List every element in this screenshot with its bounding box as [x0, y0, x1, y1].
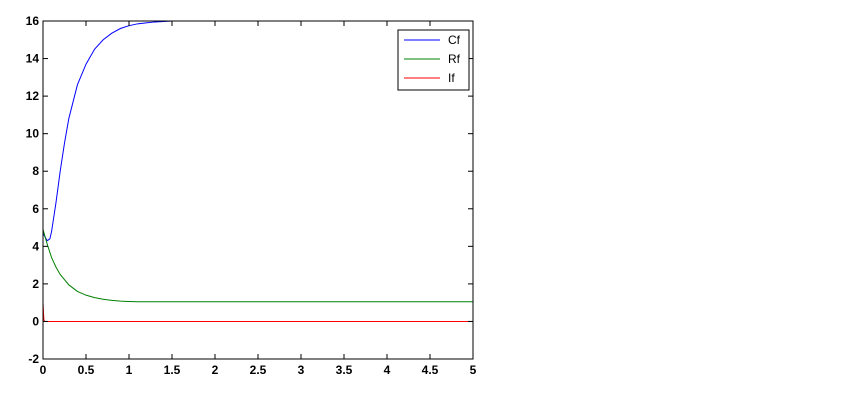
series-line-rf — [42, 229, 473, 303]
y-tick-label: 2 — [32, 277, 39, 291]
x-tick-label: 2 — [212, 363, 219, 377]
x-tick-label: 1.5 — [164, 363, 181, 377]
y-tick-label: 0 — [32, 314, 39, 328]
legend: Cf Rf If — [397, 29, 470, 91]
legend-label-if: If — [448, 71, 455, 85]
x-tick-label: 3 — [298, 363, 305, 377]
x-tick-label: 2.5 — [250, 363, 267, 377]
y-tick-label: 10 — [26, 127, 40, 141]
y-tick-label: 14 — [26, 52, 40, 66]
y-tick-label: 12 — [26, 89, 40, 103]
legend-label-cf: Cf — [448, 33, 461, 47]
y-tick-label: 6 — [32, 202, 39, 216]
x-tick-label: 4 — [384, 363, 391, 377]
x-tick-label: 5 — [470, 363, 477, 377]
x-tick-label: 4.5 — [422, 363, 439, 377]
x-tick-label: 1 — [126, 363, 133, 377]
legend-label-rf: Rf — [448, 52, 461, 66]
series-line-if — [42, 302, 473, 322]
y-tick-label: 4 — [32, 239, 39, 253]
y-tick-label: 8 — [32, 164, 39, 178]
y-tick-label: -2 — [28, 352, 39, 366]
y-tick-label: 16 — [26, 14, 40, 28]
x-tick-label: 0.5 — [78, 363, 95, 377]
x-tick-label: 3.5 — [336, 363, 353, 377]
x-tick-label: 0 — [40, 363, 47, 377]
